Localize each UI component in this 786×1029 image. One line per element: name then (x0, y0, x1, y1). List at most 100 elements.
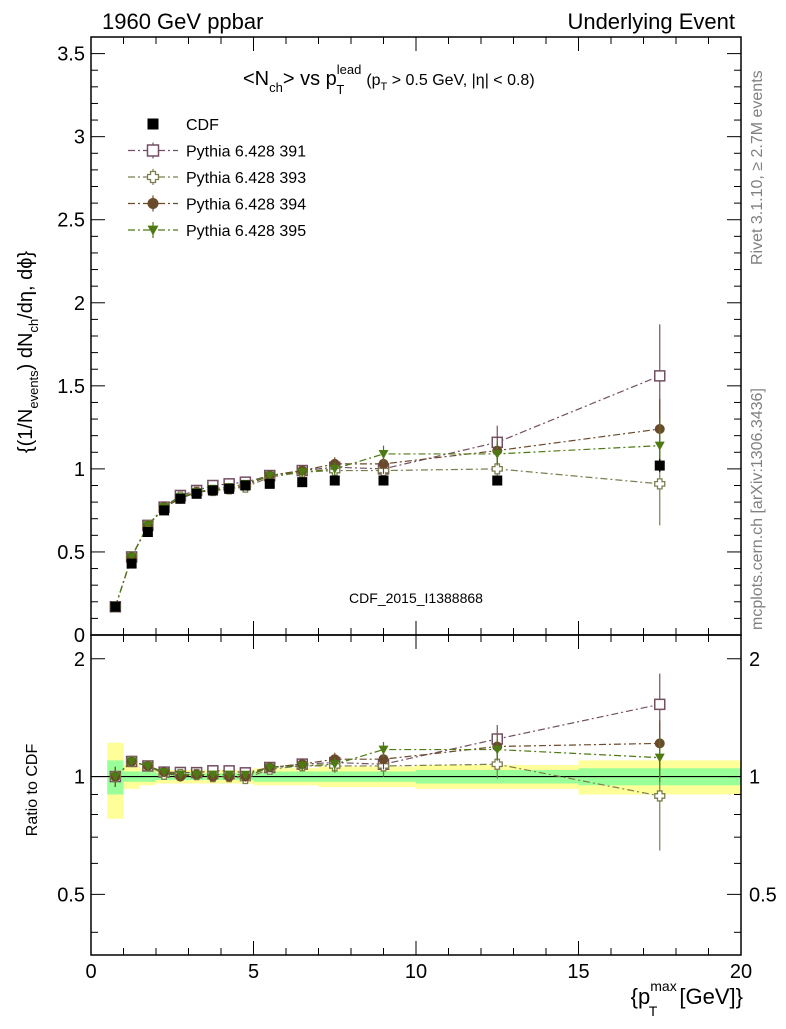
marker-square-filled (240, 480, 251, 491)
ylabel-p3: /dη, dϕ} (15, 251, 37, 319)
marker-square-filled (297, 477, 308, 488)
x-tick-label: 20 (730, 961, 752, 983)
marker-square-filled (126, 558, 137, 569)
xlabel-p2: [GeV]} (673, 984, 743, 1009)
marker-triangle-down (126, 552, 137, 562)
x-tick-label: 15 (567, 961, 589, 983)
ratio-y-tick-label: 0.5 (57, 884, 85, 906)
marker-triangle-down (264, 763, 275, 773)
legend-label: Pythia 6.428 391 (186, 144, 306, 161)
marker-square-filled (175, 493, 186, 504)
ylabel-p2: ) dN (15, 333, 37, 371)
y-tick-label: 0.5 (57, 542, 85, 564)
y-tick-label: 1.5 (57, 376, 85, 398)
marker-triangle-down (329, 464, 340, 474)
main-panel: 0 0.5 1 1.5 2 2.5 3 3.5 (57, 36, 742, 955)
legend-label: Pythia 6.428 395 (186, 223, 306, 240)
marker-cross-open (491, 463, 503, 475)
ylabel-s2: ch (26, 319, 41, 333)
marker-triangle-down (654, 753, 665, 763)
marker-triangle-down (378, 449, 389, 459)
marker-circle-filled (378, 458, 389, 469)
y-tick-label: 0 (74, 625, 85, 647)
ratio-frame (90, 634, 742, 956)
ratio-y-tick-label-right: 1 (749, 767, 760, 789)
side-text-bottom: mcplots.cern.ch [arXiv:1306.3436] (749, 388, 766, 630)
legend-label: Pythia 6.428 394 (186, 197, 306, 214)
marker-triangle-down (654, 441, 665, 451)
marker-square-filled (147, 118, 159, 130)
legend-label: CDF (186, 117, 219, 134)
xlabel-sub: T (649, 1003, 658, 1019)
marker-square-open (654, 370, 666, 382)
marker-triangle-down (147, 225, 159, 236)
marker-triangle-down (126, 757, 137, 767)
chart-title: <Nch> vs plead T(pT > 0.5 GeV, |η| < 0.8) (243, 62, 535, 97)
ratio-y-tick-label-right: 0.5 (749, 884, 777, 906)
marker-square-filled (191, 488, 202, 499)
marker-triangle-down (378, 745, 389, 755)
watermark: CDF_2015_I1388868 (349, 590, 483, 606)
marker-cross-open (146, 170, 160, 184)
header-left: 1960 GeV ppbar (102, 9, 263, 34)
marker-triangle-down (240, 770, 251, 780)
title-mid: > vs p (283, 68, 337, 90)
series-line (114, 428, 660, 607)
xlabel-p1: {p (631, 984, 651, 1009)
marker-square-filled (492, 475, 503, 486)
title-cond-pre: (p (366, 72, 380, 89)
y-tick-label: 2 (74, 293, 85, 315)
ratio-y-tick-label: 2 (74, 649, 85, 671)
marker-square-filled (142, 527, 153, 538)
legend: CDF Pythia 6.428 391 Pythia 6.428 393 Pythi… (128, 117, 306, 240)
legend-label: Pythia 6.428 393 (186, 170, 306, 187)
ratio-y-tick-label-right: 2 (749, 649, 760, 671)
ylabel-p1: {(1/N (15, 409, 37, 453)
y-tick-label: 2.5 (57, 210, 85, 232)
ratio-y-axis-label: Ratio to CDF (24, 744, 41, 837)
y-axis-label: {(1/Nevents) dNch/dη, dϕ} (15, 251, 41, 454)
y-tick-label: 1 (74, 459, 85, 481)
y-tick-label: 3 (74, 127, 85, 149)
marker-cross-open (491, 758, 503, 770)
x-axis-label: {pmax T [GeV]} (631, 978, 743, 1019)
marker-cross-open (654, 790, 666, 802)
marker-triangle-down (159, 768, 170, 778)
xlabel-sup: max (650, 978, 676, 994)
title-cond-sub: T (381, 81, 388, 93)
x-tick-label: 0 (85, 961, 96, 983)
title-cond-post: > 0.5 GeV, |η| < 0.8) (387, 72, 534, 89)
marker-square-filled (207, 485, 218, 496)
marker-circle-filled (378, 754, 389, 765)
x-tick-label: 10 (405, 961, 427, 983)
marker-triangle-down (297, 468, 308, 478)
ratio-panel: 0 5 10 15 20 0.5 0.5 1 1 2 2 (57, 634, 777, 983)
marker-square-filled (224, 483, 235, 494)
x-tick-label: 5 (248, 961, 259, 983)
marker-triangle-down (142, 761, 153, 771)
marker-square-filled (329, 475, 340, 486)
marker-triangle-down (191, 770, 202, 780)
side-text-top: Rivet 3.1.10, ≥ 2.7M events (749, 70, 766, 265)
title-pre: <N (243, 68, 269, 90)
marker-square-filled (110, 601, 121, 612)
y-tick-label: 3.5 (57, 44, 85, 66)
ylabel-s1: events (26, 370, 41, 409)
marker-square-filled (654, 460, 665, 471)
marker-triangle-down (207, 770, 218, 780)
marker-square-open (146, 144, 160, 157)
marker-square-filled (159, 505, 170, 516)
ratio-y-tick-label: 1 (74, 767, 85, 789)
marker-triangle-down (175, 770, 186, 780)
marker-triangle-down (224, 770, 235, 780)
marker-square-filled (378, 475, 389, 486)
title-sub2: T (336, 82, 344, 97)
title-sup: lead (337, 62, 362, 77)
marker-triangle-down (492, 745, 503, 755)
marker-triangle-down (264, 471, 275, 481)
marker-triangle-down (142, 521, 153, 531)
marker-triangle-down (492, 449, 503, 459)
marker-square-open (654, 698, 666, 711)
header-right: Underlying Event (567, 9, 735, 34)
